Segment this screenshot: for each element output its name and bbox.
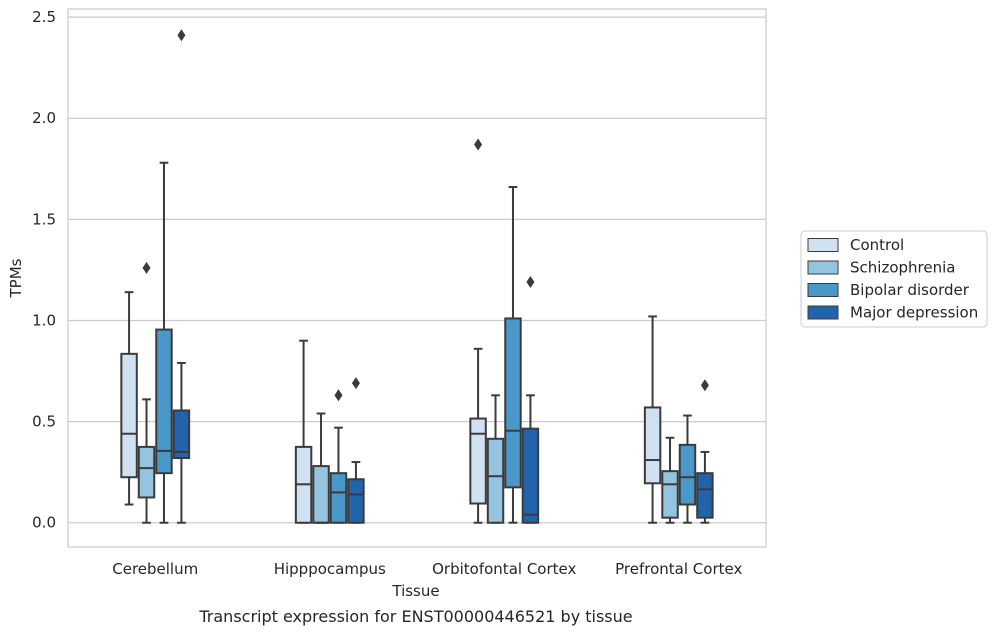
box-element	[486, 394, 505, 524]
box-element	[120, 291, 138, 506]
box-element	[661, 436, 679, 524]
x-tick-label: Cerebellum	[112, 560, 198, 578]
y-axis-ticks: 0.0 0.5 1.0 1.5 2.0 2.5	[32, 8, 56, 532]
box-iqr	[678, 443, 697, 506]
box-element	[137, 261, 156, 524]
legend-swatch	[807, 260, 839, 275]
chart-caption: Transcript expression for ENST0000044652…	[198, 607, 632, 626]
outlier-marker	[177, 29, 186, 42]
x-tick-label: Hipppocampus	[274, 560, 386, 578]
legend-label: Major depression	[850, 304, 978, 322]
box-iqr	[137, 445, 156, 499]
box-element	[678, 414, 697, 524]
x-tick-label: Orbitofontal Cortex	[432, 560, 576, 578]
outlier-marker	[700, 379, 709, 392]
tissue-group	[120, 29, 191, 524]
box-iqr	[312, 465, 330, 524]
plot-area-frame	[67, 8, 767, 548]
tissue-group	[294, 339, 365, 524]
outlier-marker	[351, 377, 360, 390]
x-axis-ticks: Cerebellum Hipppocampus Orbitofontal Corte…	[112, 560, 742, 578]
outlier-marker	[474, 138, 483, 151]
box-element	[155, 161, 173, 524]
x-tick-label: Prefrontal Cortex	[615, 560, 742, 578]
box-iqr	[155, 328, 173, 475]
y-tick-label: 1.0	[32, 311, 56, 329]
outlier-marker	[526, 276, 535, 289]
legend-swatch	[807, 305, 839, 320]
outlier-marker	[142, 261, 151, 274]
box-element	[312, 412, 330, 524]
box-iqr	[661, 470, 679, 519]
y-axis-label: TPMs	[7, 258, 25, 298]
box-element	[504, 185, 522, 524]
box-element	[643, 315, 662, 524]
tissue-group	[469, 138, 540, 524]
legend-label: Control	[850, 236, 904, 254]
box-iqr	[643, 406, 662, 485]
box-element	[521, 276, 540, 524]
box-element	[469, 138, 487, 524]
box-iqr	[172, 409, 191, 460]
box-iqr	[120, 352, 138, 479]
box-element	[347, 377, 365, 524]
box-iqr	[469, 417, 487, 505]
legend-frame	[800, 230, 988, 328]
legend-swatch	[807, 238, 839, 252]
y-tick-label: 0.5	[32, 413, 56, 431]
tissue-group	[643, 315, 714, 524]
outlier-marker	[334, 389, 343, 402]
box-element	[696, 379, 714, 524]
box-groups	[120, 29, 714, 524]
legend: Control Schizophrenia Bipolar disorder Majo…	[800, 230, 988, 328]
box-element	[329, 389, 348, 524]
box-element	[294, 339, 313, 524]
box-iqr	[329, 472, 348, 524]
box-iqr	[504, 317, 522, 489]
x-axis-label: Tissue	[391, 582, 439, 600]
box-element	[172, 29, 191, 524]
legend-label: Schizophrenia	[850, 259, 955, 277]
box-iqr	[347, 478, 365, 524]
legend-label: Bipolar disorder	[850, 281, 970, 299]
y-tick-label: 2.0	[32, 109, 56, 127]
box-iqr	[521, 427, 540, 524]
box-iqr	[696, 472, 714, 519]
y-tick-label: 1.5	[32, 210, 56, 228]
box-iqr	[486, 437, 505, 524]
y-tick-label: 2.5	[32, 8, 56, 26]
legend-swatch	[807, 283, 839, 297]
y-tick-label: 0.0	[32, 514, 56, 532]
